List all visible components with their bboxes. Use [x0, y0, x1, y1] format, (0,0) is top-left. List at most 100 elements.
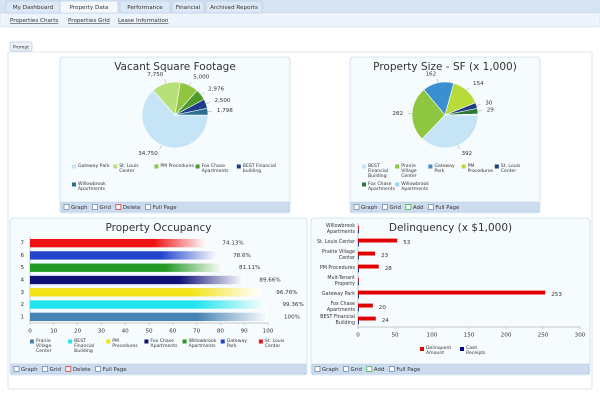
tab[interactable]	[171, 0, 205, 14]
toolbar-icon[interactable]	[65, 366, 72, 372]
active-tab[interactable]	[59, 0, 119, 14]
toolbar-button[interactable]: Full Page	[435, 205, 460, 211]
tab-label[interactable]: Archived Reports	[210, 5, 258, 11]
slice-label: 34,750	[138, 151, 158, 157]
legend-label: Willowbrook Apartments	[401, 182, 430, 193]
y-tick-label: 1	[20, 314, 24, 320]
bar	[358, 290, 546, 295]
label-leader	[159, 145, 162, 149]
y-tick-label: St. Louis Center	[316, 239, 355, 245]
x-tick-label: 100	[263, 329, 274, 335]
legend-swatch	[182, 339, 187, 344]
tab-label[interactable]: Performance	[127, 5, 163, 11]
legend-swatch	[30, 339, 34, 344]
slice-label: 1,798	[217, 108, 233, 114]
bar-value-label: 89.66%	[259, 278, 280, 284]
bar	[358, 238, 398, 243]
toolbar-icon[interactable]	[92, 204, 98, 210]
toolbar-button[interactable]: Full Page	[153, 205, 178, 211]
toolbar-icon[interactable]	[353, 204, 360, 210]
toolbar-button[interactable]: Add	[413, 205, 423, 211]
y-tick-label: 4	[20, 278, 24, 284]
toolbar-button[interactable]: Delete	[73, 367, 91, 373]
label-leader	[164, 79, 167, 84]
x-tick-label: 30	[98, 329, 106, 335]
toolbar-button[interactable]: Grid	[351, 367, 362, 373]
prompt-label[interactable]: Prompt	[13, 44, 29, 50]
toolbar-button[interactable]: Graph	[361, 205, 378, 211]
toolbar-icon[interactable]	[314, 366, 321, 372]
prompt-button[interactable]	[9, 41, 33, 52]
toolbar	[350, 201, 540, 213]
toolbar-icon[interactable]	[145, 204, 151, 210]
toolbar-icon[interactable]	[366, 366, 373, 372]
toolbar-icon[interactable]	[343, 366, 349, 372]
toolbar-button[interactable]: Graph	[71, 205, 88, 211]
legend-swatch	[113, 164, 118, 169]
tab-label[interactable]: Property Data	[70, 5, 109, 11]
x-tick-label: 0	[28, 329, 32, 335]
subnav-link[interactable]: Properties Grid	[68, 18, 110, 24]
chart-panel	[310, 217, 591, 376]
toolbar-button[interactable]: Graph	[21, 367, 38, 373]
toolbar-button[interactable]: Grid	[50, 367, 61, 373]
subnav-bar	[0, 12, 600, 28]
legend-swatch	[395, 164, 400, 169]
legend-swatch	[428, 164, 433, 169]
legend-label: Prairie Village Center	[401, 164, 417, 180]
toolbar-button[interactable]: Full Page	[103, 367, 128, 373]
chart-title: Delinquency (x $1,000)	[389, 222, 512, 234]
toolbar-icon[interactable]	[115, 204, 122, 210]
legend-label: PM Procedures	[160, 164, 195, 169]
toolbar-icon[interactable]	[405, 204, 412, 210]
subnav-link[interactable]: Properties Charts	[10, 18, 58, 24]
y-tick-label: BEST Financial Building	[320, 315, 355, 326]
toolbar-button[interactable]: Full Page	[396, 367, 421, 373]
x-tick-label: 300	[575, 333, 586, 339]
subnav-link[interactable]: Lease Information	[118, 18, 169, 24]
toolbar-icon[interactable]	[427, 204, 434, 210]
bar	[30, 238, 207, 248]
toolbar-icon[interactable]	[382, 204, 388, 210]
tab[interactable]	[119, 0, 171, 14]
tab[interactable]	[205, 0, 263, 14]
x-tick-label: 50	[391, 333, 399, 339]
pie-slice	[444, 113, 479, 116]
y-tick-label: 7	[20, 241, 24, 247]
slice-label: 282	[392, 111, 403, 117]
toolbar-button[interactable]: Graph	[322, 367, 339, 373]
legend-label: Fox Chase Apartments	[150, 339, 178, 350]
bar-value-label: 23	[381, 253, 389, 259]
legend-label: BEST Financial building	[242, 164, 277, 175]
toolbar-button[interactable]: Add	[374, 367, 384, 373]
toolbar-button[interactable]: Delete	[123, 205, 141, 211]
bar	[30, 300, 267, 309]
bar-value-label: 53	[403, 240, 411, 246]
label-leader	[205, 102, 210, 104]
toolbar-icon[interactable]	[388, 366, 395, 372]
slice-label: 30	[485, 100, 493, 106]
bar	[358, 255, 359, 260]
y-tick-label: 6	[20, 253, 24, 259]
x-tick-label: 100	[427, 333, 438, 339]
bar	[358, 229, 359, 234]
tab-label[interactable]: Financial	[176, 5, 201, 11]
toolbar-button[interactable]: Grid	[100, 205, 111, 211]
toolbar-button[interactable]: Grid	[390, 205, 401, 211]
x-tick-label: 50	[145, 329, 153, 335]
y-tick-label: Gateway Park	[321, 291, 355, 297]
legend-label: Willowbrook Apartments	[188, 339, 217, 350]
tab-label[interactable]: My Dashboard	[13, 5, 54, 11]
toolbar-icon[interactable]	[95, 366, 101, 372]
bar	[358, 316, 376, 321]
bar-value-label: 78.6%	[233, 253, 251, 259]
slice-label: 162	[425, 71, 436, 77]
toolbar-icon[interactable]	[42, 366, 48, 372]
toolbar-icon[interactable]	[63, 204, 70, 210]
toolbar-icon[interactable]	[13, 366, 20, 372]
x-tick-label: 10	[50, 329, 58, 335]
bar	[358, 264, 379, 269]
legend-label: Cash Receipts	[466, 346, 486, 357]
bar-value-label: 81.11%	[239, 265, 260, 271]
